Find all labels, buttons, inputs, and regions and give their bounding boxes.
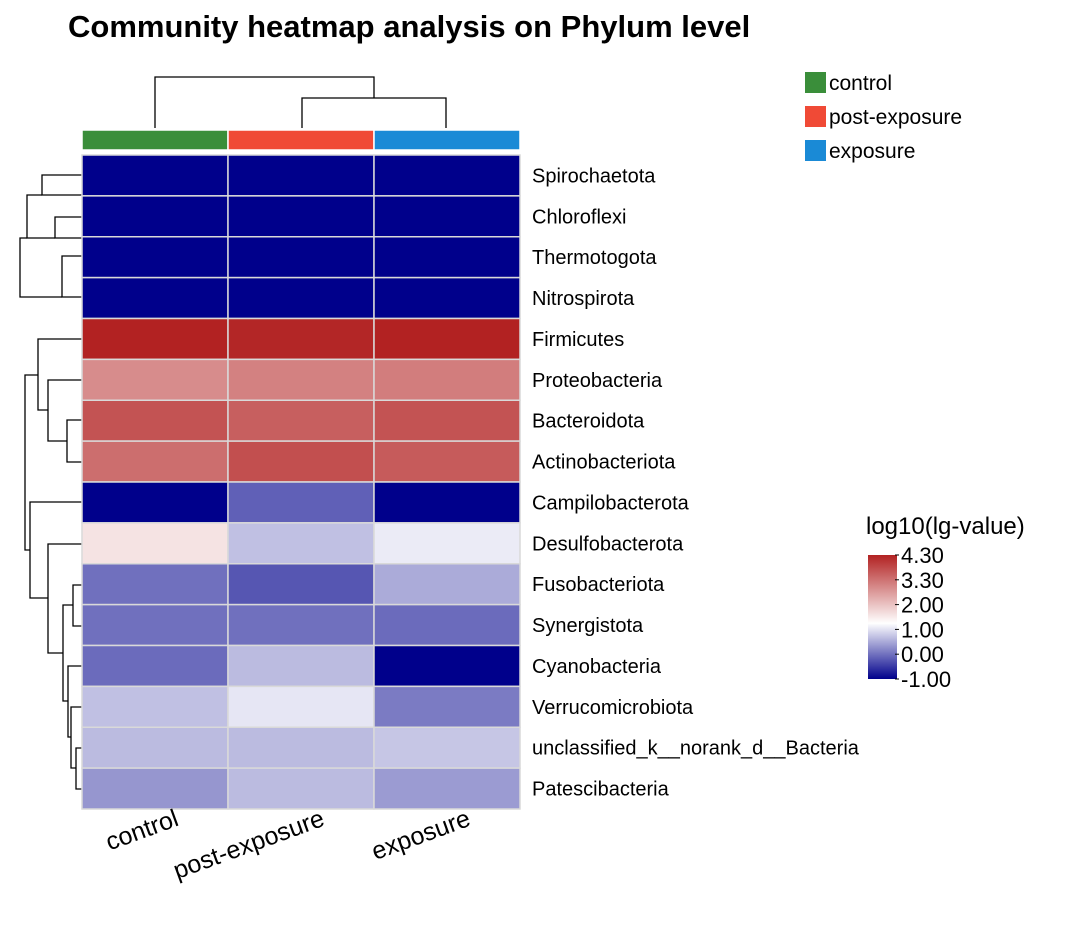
heatmap-cell (373, 603, 521, 647)
colorbar-tick-label: 1.00 (901, 617, 944, 642)
heatmap-cell (81, 154, 229, 197)
row-label: Proteobacteria (532, 370, 663, 392)
heatmap-cell (227, 522, 375, 565)
heatmap-cell (81, 563, 229, 606)
heatmap-cell (373, 236, 521, 279)
column-label: post-exposure (170, 804, 328, 885)
heatmap-cell (227, 726, 375, 769)
heatmap-cell (227, 276, 375, 320)
colorbar: log10(lg-value) 4.303.302.001.000.00-1.0… (866, 513, 1025, 692)
heatmap-cell (373, 726, 521, 769)
row-label: Synergistota (532, 615, 644, 637)
column-group-bar (81, 129, 521, 151)
row-label: Desulfobacterota (532, 533, 684, 555)
row-label: Verrucomicrobiota (532, 697, 694, 719)
heatmap-cell (373, 440, 521, 483)
heatmap-cell (81, 276, 229, 320)
legend-swatch (805, 106, 826, 127)
heatmap-cell (373, 195, 521, 238)
row-labels: Spirochaetota Chloroflexi Thermotogota Nitr… (532, 165, 860, 800)
heatmap-cell (373, 685, 521, 728)
colorbar-tick-label: 3.30 (901, 568, 944, 593)
legend-swatch (805, 140, 826, 161)
row-label: Thermotogota (532, 247, 657, 269)
row-label: Fusobacteriota (532, 574, 665, 596)
heatmap-cell (373, 522, 521, 565)
legend-swatch (805, 72, 826, 93)
heatmap-cell (81, 236, 229, 279)
row-label: Firmicutes (532, 329, 624, 351)
heatmap-cell (373, 644, 521, 688)
colorbar-title: log10(lg-value) (866, 513, 1025, 540)
column-label: exposure (368, 804, 474, 865)
heatmap-cell (227, 563, 375, 606)
heatmap-cell (81, 440, 229, 483)
heatmap-cell (227, 440, 375, 483)
heatmap-cell (227, 644, 375, 688)
colorbar-tick-label: 0.00 (901, 642, 944, 667)
heatmap-cell (81, 358, 229, 401)
colorbar-tick-label: 2.00 (901, 593, 944, 618)
colorbar-ticks: 4.303.302.001.000.00-1.00 (895, 543, 951, 692)
heatmap-cell (81, 767, 229, 810)
heatmap-cell (373, 563, 521, 606)
row-label: Actinobacteriota (532, 452, 676, 474)
row-label: Patescibacteria (532, 779, 670, 801)
heatmap-cell (373, 358, 521, 401)
row-label: unclassified_k__norank_d__Bacteria (532, 738, 860, 760)
heatmap-cell (227, 195, 375, 238)
chart-title: Community heatmap analysis on Phylum lev… (68, 9, 750, 44)
heatmap-cell (227, 767, 375, 810)
row-label: Bacteroidota (532, 411, 645, 433)
colorbar-gradient (868, 555, 897, 679)
legend-label: exposure (829, 140, 915, 163)
heatmap-cell (81, 195, 229, 238)
row-label: Cyanobacteria (532, 656, 662, 678)
heatmap-cell (227, 154, 375, 197)
heatmap-cell (373, 767, 521, 810)
row-dendrogram (19, 174, 82, 790)
row-label: Nitrospirota (532, 288, 635, 310)
column-label: control (102, 804, 182, 856)
heatmap-cell (227, 685, 375, 728)
heatmap-cell (227, 317, 375, 361)
colorbar-tick-label: 4.30 (901, 543, 944, 568)
heatmap-cell (81, 603, 229, 647)
column-dendrogram (154, 76, 447, 128)
group-legend: control post-exposure exposure (805, 72, 962, 163)
heatmap-cell (227, 481, 375, 524)
heatmap-cell (227, 603, 375, 647)
heatmap-cell (227, 236, 375, 279)
heatmap-cell (81, 317, 229, 361)
heatmap-cell (373, 276, 521, 320)
legend-label: post-exposure (829, 106, 962, 129)
heatmap-cell (81, 399, 229, 442)
heatmap-cell (227, 358, 375, 401)
heatmap-cell (81, 644, 229, 688)
heatmap-cell (81, 481, 229, 524)
group-bar-segment (373, 129, 521, 151)
heatmap-cells (81, 154, 521, 810)
legend-label: control (829, 72, 892, 95)
colorbar-tick-label: -1.00 (901, 667, 951, 692)
heatmap-cell (373, 317, 521, 361)
heatmap-cell (373, 399, 521, 442)
heatmap-cell (81, 726, 229, 769)
heatmap-cell (227, 399, 375, 442)
group-bar-segment (227, 129, 375, 151)
group-bar-segment (81, 129, 229, 151)
row-label: Spirochaetota (532, 165, 656, 187)
heatmap-cell (81, 522, 229, 565)
row-label: Campilobacterota (532, 492, 690, 514)
heatmap-cell (81, 685, 229, 728)
heatmap-cell (373, 154, 521, 197)
row-label: Chloroflexi (532, 206, 626, 228)
heatmap-cell (373, 481, 521, 524)
